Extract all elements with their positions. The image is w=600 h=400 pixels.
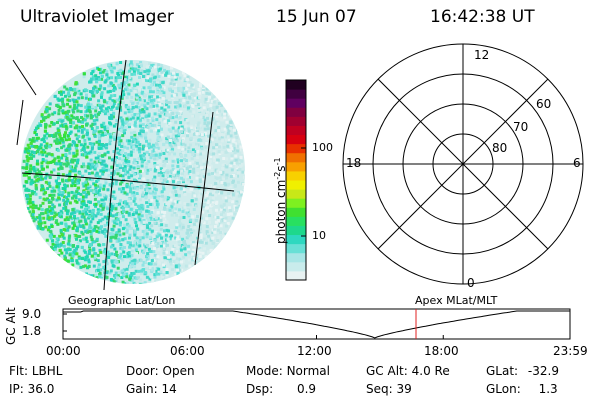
colorbar-segment — [286, 261, 306, 272]
image-title: Ultraviolet Imager — [20, 7, 174, 27]
timeline-x-tick-1800: 18:00 — [424, 344, 459, 358]
grid-longitude-line-1 — [103, 59, 127, 291]
timeline-y-tick-high: 9.0 — [22, 307, 42, 321]
colorbar-segment — [286, 143, 306, 154]
timeline-y-tick-low: 1.8 — [22, 324, 42, 338]
grid-edge-line-2 — [16, 99, 24, 146]
colorbar-segment — [286, 80, 306, 90]
polar-label-mlt-0: 0 — [467, 276, 475, 290]
colorbar-unit-exp2: -1 — [273, 157, 282, 166]
altitude-curve — [63, 310, 570, 339]
colorbar-tick-10: 10 — [312, 229, 326, 242]
polar-label-mlt-6: 6 — [573, 156, 581, 170]
colorbar-segment — [286, 252, 306, 263]
status-glat: GLat: -32.9 — [486, 364, 559, 378]
timeline-left-title: Geographic Lat/Lon — [68, 294, 176, 307]
status-dsp: Dsp: 0.9 — [246, 382, 317, 396]
status-gain: Gain: 14 — [126, 382, 177, 396]
polar-plot — [342, 43, 584, 285]
timeline-x-tick-0600: 06:00 — [170, 344, 205, 358]
colorbar-segment — [286, 161, 306, 172]
image-date: 15 Jun 07 — [276, 7, 357, 27]
colorbar-segment — [286, 125, 306, 136]
grid-latitude-line — [21, 172, 235, 192]
geographic-grid — [12, 59, 235, 291]
status-gc-alt: GC Alt: 4.0 Re — [366, 364, 450, 378]
colorbar-segment — [286, 198, 306, 208]
image-time: 16:42:38 UT — [430, 7, 535, 27]
colorbar-segment — [286, 89, 306, 99]
colorbar-segment — [286, 270, 306, 281]
timeline-x-tick-2359: 23:59 — [553, 344, 588, 358]
colorbar-unit-mid: s — [274, 165, 288, 172]
colorbar-segment — [286, 170, 306, 181]
timeline-right-title: Apex MLat/MLT — [415, 294, 498, 307]
status-flt: Flt: LBHL — [9, 364, 63, 378]
colorbar-segment — [286, 116, 306, 126]
timeline-x-tick-0000: 00:00 — [46, 344, 81, 358]
colorbar-segment — [286, 216, 306, 226]
colorbar-unit-exp1: -2 — [273, 171, 282, 180]
colorbar-segment — [286, 152, 306, 163]
polar-meridian-diag-2 — [377, 78, 549, 250]
polar-label-mlt-18: 18 — [346, 156, 362, 170]
status-ip: IP: 36.0 — [9, 382, 55, 396]
polar-label-mlt-12: 12 — [474, 48, 490, 62]
status-glon: GLon: 1.3 — [486, 382, 558, 396]
colorbar-segment — [286, 234, 306, 245]
polar-label-lat-70: 70 — [513, 120, 529, 134]
colorbar-tick-100: 100 — [312, 141, 333, 154]
status-door: Door: Open — [126, 364, 195, 378]
polar-label-lat-80: 80 — [492, 141, 508, 155]
timeline-plot — [62, 308, 571, 340]
status-seq: Seq: 39 — [366, 382, 412, 396]
colorbar-segment — [286, 98, 306, 108]
colorbar-unit-base: photon cm — [274, 179, 288, 244]
colorbar-segment — [286, 134, 306, 145]
timeline-x-tick-1200: 12:00 — [297, 344, 332, 358]
auroral-image-disk — [21, 60, 245, 284]
colorbar-axis — [301, 147, 306, 237]
colorbar-segment — [286, 189, 306, 199]
colorbar — [285, 79, 307, 281]
polar-label-lat-60: 60 — [536, 97, 552, 111]
grid-edge-line-1 — [12, 59, 37, 96]
colorbar-segment — [286, 107, 306, 117]
status-mode: Mode: Normal — [246, 364, 330, 378]
grid-longitude-line-2 — [194, 111, 214, 266]
colorbar-segment — [286, 207, 306, 217]
colorbar-segment — [286, 243, 306, 254]
colorbar-segment — [286, 180, 306, 190]
colorbar-segment — [286, 225, 306, 236]
colorbar-frame — [285, 79, 307, 281]
